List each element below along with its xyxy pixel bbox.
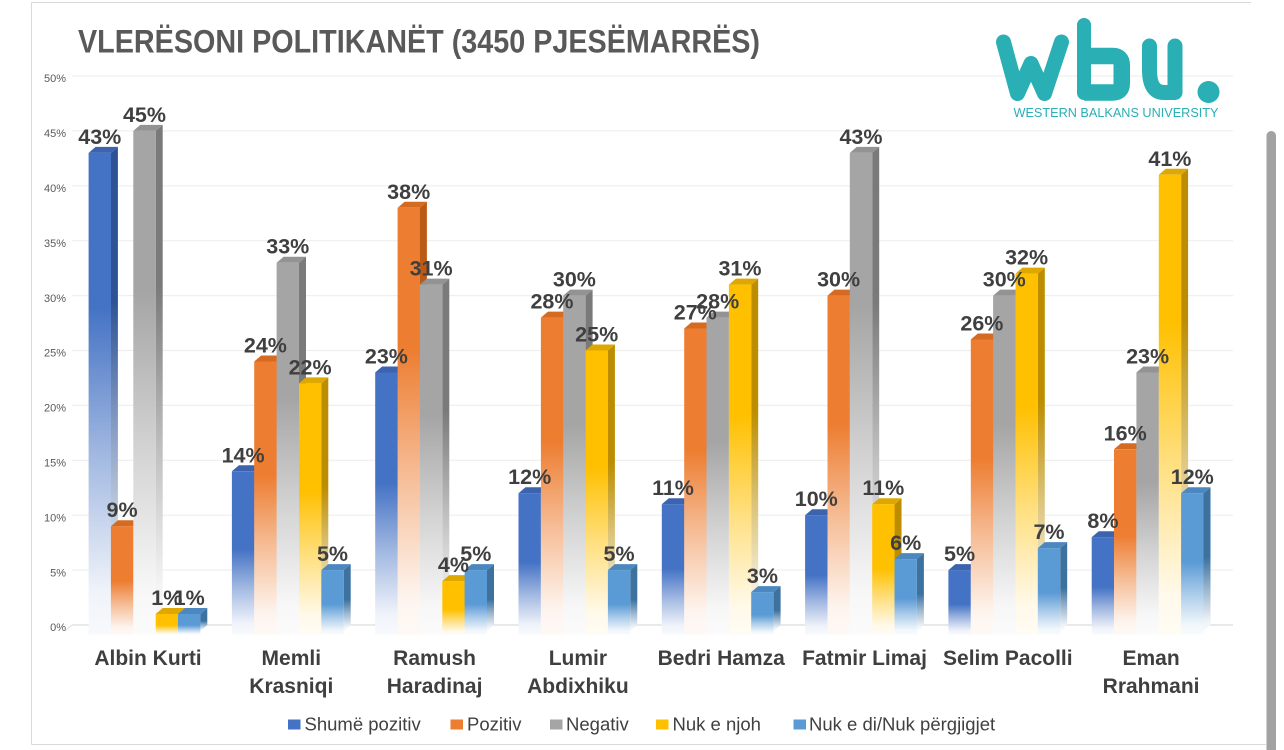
svg-text:Fatmir Limaj: Fatmir Limaj [802,647,927,670]
svg-text:31%: 31% [410,257,453,281]
svg-text:16%: 16% [1104,421,1147,445]
svg-text:8%: 8% [1087,509,1118,533]
svg-text:31%: 31% [718,257,761,281]
svg-text:5%: 5% [604,542,635,566]
svg-text:Memli: Memli [262,647,322,670]
svg-text:7%: 7% [1033,520,1064,544]
svg-text:28%: 28% [696,290,739,314]
svg-text:Albin Kurti: Albin Kurti [94,647,201,670]
svg-text:5%: 5% [944,542,975,566]
svg-text:Ramush: Ramush [393,647,476,670]
svg-text:15%: 15% [44,458,66,470]
svg-text:24%: 24% [244,334,287,358]
svg-text:WESTERN BALKANS UNIVERSITY: WESTERN BALKANS UNIVERSITY [1014,106,1220,120]
svg-text:3%: 3% [747,564,778,588]
svg-text:32%: 32% [1005,246,1048,270]
svg-text:23%: 23% [1126,345,1169,369]
svg-text:Nuk e njoh: Nuk e njoh [673,714,761,735]
svg-text:30%: 30% [817,268,860,292]
svg-text:35%: 35% [44,238,66,250]
svg-text:1%: 1% [174,586,205,610]
svg-text:25%: 25% [44,348,66,360]
svg-text:30%: 30% [44,293,66,305]
svg-text:20%: 20% [44,403,66,415]
svg-text:4%: 4% [438,553,469,577]
svg-text:22%: 22% [289,355,332,379]
svg-text:45%: 45% [44,128,66,140]
svg-text:30%: 30% [983,268,1026,292]
svg-text:33%: 33% [266,235,309,259]
svg-text:0%: 0% [50,622,66,634]
svg-text:Nuk e di/Nuk përgjigjet: Nuk e di/Nuk përgjigjet [809,714,995,735]
svg-text:25%: 25% [575,323,618,347]
svg-text:5%: 5% [460,542,491,566]
svg-text:41%: 41% [1148,147,1191,171]
svg-text:Rrahmani: Rrahmani [1103,675,1200,698]
svg-text:26%: 26% [960,312,1003,336]
svg-text:30%: 30% [553,268,596,292]
svg-text:27%: 27% [674,301,717,325]
svg-text:5%: 5% [50,567,66,579]
svg-text:Krasniqi: Krasniqi [249,675,333,698]
svg-text:6%: 6% [890,531,921,555]
svg-text:50%: 50% [44,73,66,85]
svg-text:Pozitiv: Pozitiv [467,714,522,735]
svg-text:43%: 43% [839,125,882,149]
svg-text:Abdixhiku: Abdixhiku [527,675,629,698]
svg-text:11%: 11% [652,476,694,500]
svg-text:5%: 5% [317,542,348,566]
svg-text:43%: 43% [78,125,121,149]
svg-text:14%: 14% [222,443,265,467]
svg-text:1%: 1% [151,586,182,610]
svg-text:12%: 12% [1171,465,1214,489]
svg-text:12%: 12% [508,465,551,489]
svg-text:10%: 10% [44,512,66,524]
svg-text:38%: 38% [387,180,430,204]
svg-text:VLERËSONI POLITIKANËT (3450 PJ: VLERËSONI POLITIKANËT (3450 PJESËMARRËS) [78,24,760,60]
svg-text:10%: 10% [795,487,838,511]
svg-text:Bedri Hamza: Bedri Hamza [658,647,786,670]
svg-text:Lumir: Lumir [549,647,607,670]
svg-text:23%: 23% [365,345,408,369]
svg-text:28%: 28% [530,290,573,314]
svg-text:Shumë pozitiv: Shumë pozitiv [305,714,422,735]
svg-text:9%: 9% [107,498,138,522]
svg-text:11%: 11% [862,476,904,500]
svg-text:Haradinaj: Haradinaj [387,675,483,698]
svg-text:Negativ: Negativ [566,714,629,735]
svg-text:45%: 45% [123,103,166,127]
svg-text:Selim Pacolli: Selim Pacolli [943,647,1073,670]
svg-text:Eman: Eman [1123,647,1180,670]
svg-text:40%: 40% [44,183,66,195]
